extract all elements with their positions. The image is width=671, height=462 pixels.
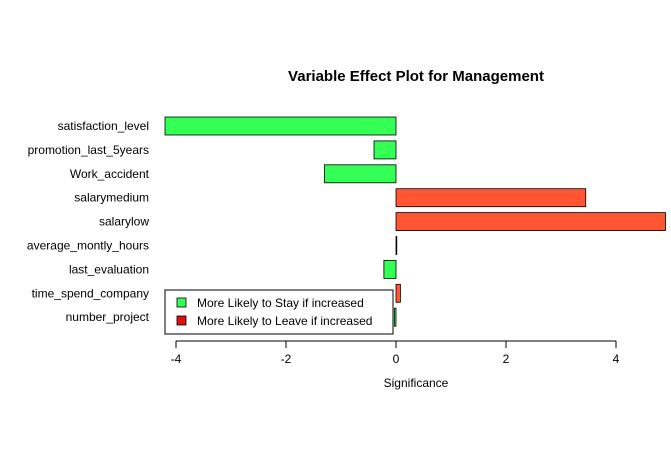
bar-last_evaluation: [383, 259, 397, 279]
legend-swatch-stay: [176, 297, 187, 308]
category-label: satisfaction_level: [58, 119, 149, 133]
category-label: salarylow: [99, 215, 149, 229]
legend-label-stay: More Likely to Stay if increased: [197, 296, 364, 310]
legend-swatch-leave: [176, 315, 187, 326]
x-tick-label: 4: [613, 352, 620, 366]
chart-title: Variable Effect Plot for Management: [288, 68, 544, 85]
category-label: average_montly_hours: [27, 239, 149, 253]
bar-salarylow: [395, 212, 666, 232]
bar-number_project: [393, 307, 397, 327]
bar-Work_accident: [324, 164, 397, 184]
bar-time_spend_company: [395, 283, 401, 303]
category-label: time_spend_company: [32, 286, 149, 300]
x-tick-label: 2: [503, 352, 510, 366]
category-label: Work_accident: [70, 167, 150, 181]
category-labels: satisfaction_level promotion_last_5years W…: [27, 119, 150, 324]
x-tick-label: 0: [393, 352, 400, 366]
x-axis: -4 -2 0 2 4: [171, 340, 620, 366]
bar-average_montly_hours: [395, 236, 398, 255]
legend-label-leave: More Likely to Leave if increased: [197, 314, 372, 328]
bars-group: [164, 116, 666, 327]
x-tick-label: -4: [171, 352, 182, 366]
category-label: salarymedium: [74, 191, 149, 205]
legend: More Likely to Stay if increased More Li…: [164, 289, 394, 335]
legend-box: [164, 289, 394, 335]
x-axis-label: Significance: [384, 376, 449, 390]
bar-promotion_last_5years: [373, 140, 397, 160]
category-label: number_project: [66, 310, 150, 324]
category-label: last_evaluation: [69, 262, 149, 276]
category-label: promotion_last_5years: [28, 143, 149, 157]
bar-salarymedium: [395, 188, 587, 208]
bar-satisfaction_level: [164, 116, 397, 136]
x-tick-label: -2: [281, 352, 292, 366]
